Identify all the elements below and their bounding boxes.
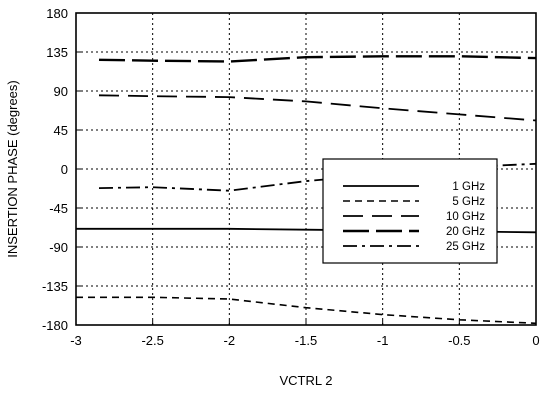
- x-tick-label: -3: [70, 333, 82, 348]
- legend-label: 20 GHz: [446, 226, 485, 238]
- legend: 1 GHz 5 GHz 10 GHz 20 GHz 25 GHz: [322, 158, 498, 264]
- y-tick-label: 0: [61, 162, 68, 177]
- y-tick-label: 135: [46, 45, 68, 60]
- x-tick-label: -1: [377, 333, 389, 348]
- legend-label: 1 GHz: [452, 181, 485, 193]
- x-tick-label: -0.5: [448, 333, 470, 348]
- y-tick-label: 180: [46, 6, 68, 21]
- y-tick-label: -180: [42, 318, 68, 333]
- x-axis-label: VCTRL 2: [280, 373, 333, 388]
- series-line: [98, 94, 537, 122]
- y-axis-label: INSERTION PHASE (degrees): [5, 80, 20, 257]
- legend-label: 5 GHz: [452, 196, 485, 208]
- y-tick-label: -90: [49, 240, 68, 255]
- x-tick-label: -1.5: [295, 333, 317, 348]
- y-tick-label: -135: [42, 279, 68, 294]
- series-line: [98, 55, 537, 63]
- series-line: [76, 296, 537, 325]
- tick-labels: -3 -2.5 -2 -1.5 -1 -0.5 0 180 135 90 45 0 -45 -90 -135…: [42, 6, 540, 348]
- legend-label: 10 GHz: [446, 211, 485, 223]
- y-tick-label: 45: [54, 123, 68, 138]
- y-tick-label: 90: [54, 84, 68, 99]
- legend-label: 25 GHz: [446, 241, 485, 253]
- y-tick-label: -45: [49, 201, 68, 216]
- x-tick-label: -2: [224, 333, 236, 348]
- x-tick-label: 0: [532, 333, 539, 348]
- x-tick-label: -2.5: [141, 333, 163, 348]
